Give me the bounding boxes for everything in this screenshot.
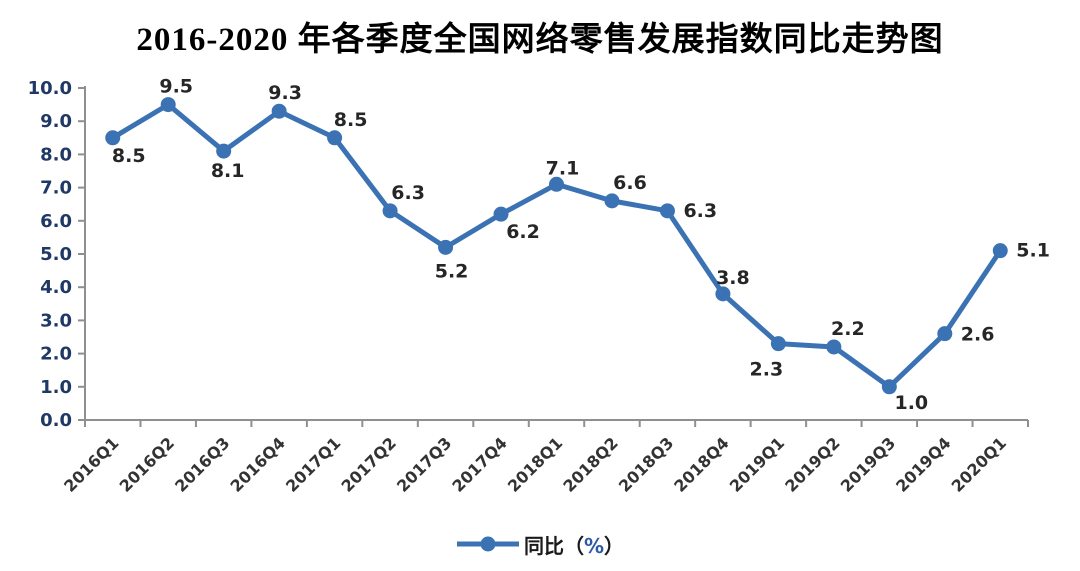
x-tick-label: 2016Q2 <box>116 433 178 495</box>
x-tick-label: 2019Q2 <box>781 433 843 495</box>
x-tick-label: 2018Q3 <box>615 433 677 495</box>
data-point-marker <box>216 143 232 159</box>
x-tick-label: 2018Q4 <box>670 433 732 495</box>
data-point-marker <box>770 336 786 352</box>
data-point-marker <box>937 326 953 342</box>
data-point-marker <box>382 203 398 219</box>
data-point-label: 6.6 <box>613 172 647 194</box>
x-tick-label: 2016Q1 <box>60 433 122 495</box>
data-point-marker <box>271 103 287 119</box>
x-tick-label: 2017Q1 <box>282 433 344 495</box>
y-tick-label: 10.0 <box>28 78 72 99</box>
data-point-marker <box>438 239 454 255</box>
x-tick-label: 2018Q1 <box>504 433 566 495</box>
y-tick-label: 3.0 <box>40 310 72 331</box>
data-point-marker <box>327 130 343 146</box>
legend-line-marker-icon <box>456 536 519 552</box>
data-point-label: 6.2 <box>506 221 540 243</box>
data-point-label: 9.5 <box>159 76 193 98</box>
x-tick-label: 2017Q3 <box>393 433 455 495</box>
data-point-marker <box>826 339 842 355</box>
data-point-label: 5.2 <box>435 260 469 282</box>
y-tick-label: 9.0 <box>40 111 72 132</box>
y-tick-label: 5.0 <box>40 244 72 265</box>
x-tick-label: 2016Q3 <box>171 433 233 495</box>
data-point-marker <box>604 193 620 209</box>
legend: 同比（%） <box>0 527 1080 561</box>
x-tick-label: 2020Q1 <box>948 433 1010 495</box>
data-point-label: 9.3 <box>268 82 302 104</box>
data-point-marker <box>715 286 731 302</box>
x-tick-label: 2019Q4 <box>892 433 954 495</box>
series-line <box>110 102 1003 390</box>
data-point-label: 2.3 <box>750 359 784 381</box>
legend-label-percent: % <box>583 533 605 558</box>
data-point-label: 6.3 <box>683 200 717 222</box>
y-tick-label: 6.0 <box>40 211 72 232</box>
data-point-label: 3.8 <box>716 267 750 289</box>
data-point-label: 2.2 <box>831 318 865 340</box>
data-point-marker <box>493 206 509 222</box>
data-point-marker <box>549 176 564 192</box>
y-tick-label: 8.0 <box>40 144 72 165</box>
data-point-label: 6.3 <box>391 182 425 204</box>
legend-label: 同比（%） <box>524 530 624 559</box>
x-tick-label: 2018Q2 <box>559 433 621 495</box>
data-point-label: 8.5 <box>334 109 368 131</box>
y-tick-label: 0.0 <box>40 410 72 431</box>
data-point-marker <box>992 243 1008 259</box>
y-tick-label: 7.0 <box>40 178 72 199</box>
data-point-marker <box>105 130 121 146</box>
data-point-marker <box>659 203 675 219</box>
x-tick-label: 2019Q1 <box>726 433 788 495</box>
data-point-label: 2.6 <box>961 324 995 346</box>
x-tick-label: 2017Q4 <box>448 433 510 495</box>
data-point-label: 1.0 <box>894 392 928 414</box>
data-point-label: 8.5 <box>112 145 146 167</box>
data-point-label: 7.1 <box>546 157 580 179</box>
data-point-marker <box>160 97 176 113</box>
x-tick-label: 2016Q4 <box>227 433 289 495</box>
y-tick-label: 4.0 <box>40 277 72 298</box>
x-tick-label: 2019Q3 <box>837 433 899 495</box>
y-tick-label: 1.0 <box>40 377 72 398</box>
data-point-marker <box>881 379 897 395</box>
legend-label-prefix: 同比（ <box>523 533 584 558</box>
y-tick-label: 2.0 <box>40 344 72 365</box>
data-point-label: 8.1 <box>211 160 245 182</box>
chart-title: 2016-2020 年各季度全国网络零售发展指数同比走势图 <box>136 22 944 58</box>
x-tick-label: 2017Q2 <box>338 433 400 495</box>
data-point-label: 5.1 <box>1016 240 1050 262</box>
legend-label-suffix: ） <box>604 533 625 558</box>
